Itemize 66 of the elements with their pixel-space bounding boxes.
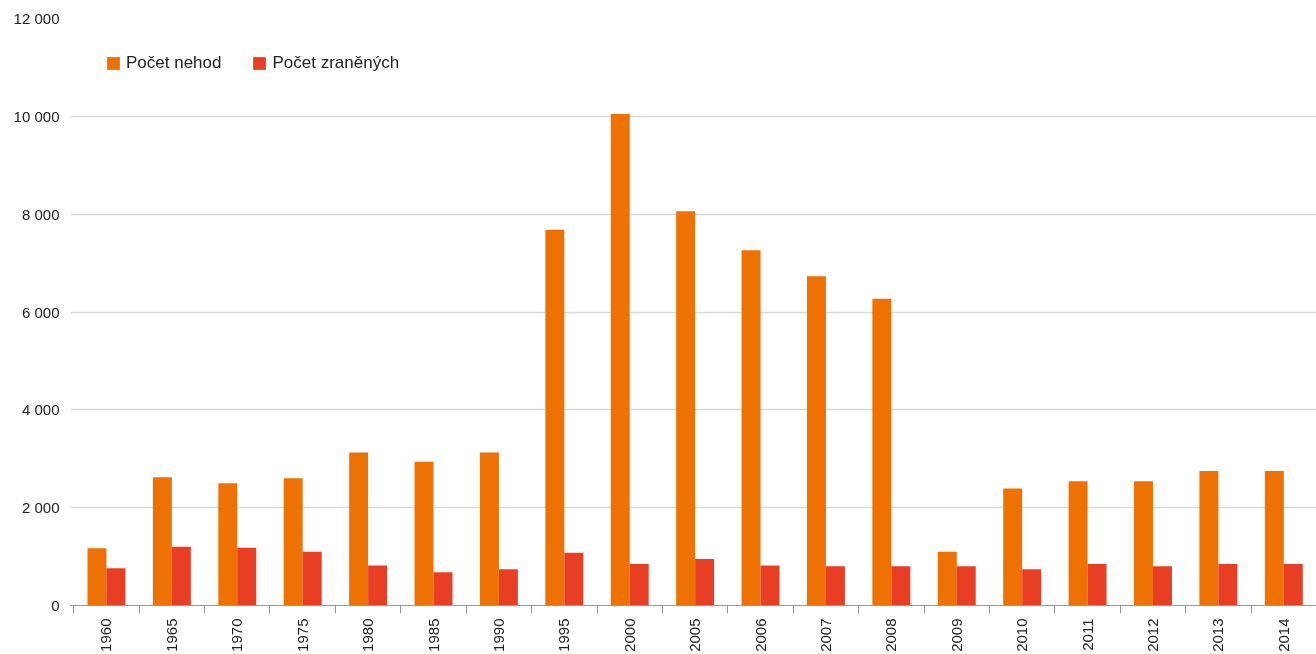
y-tick-label: 2 000 <box>21 499 60 517</box>
bar <box>479 452 499 606</box>
x-tick-label: 2013 <box>1209 618 1227 652</box>
x-tick-label: 1970 <box>228 618 246 652</box>
y-tick-label: 4 000 <box>21 401 60 419</box>
bar <box>302 551 322 606</box>
x-tick-label: 1960 <box>97 618 115 652</box>
legend-label: Počet zraněných <box>272 53 400 73</box>
legend-label: Počet nehod <box>126 53 222 73</box>
bar <box>349 452 369 606</box>
y-tick-label: 6 000 <box>21 303 60 321</box>
bar <box>171 546 191 606</box>
bar <box>825 566 845 606</box>
bar <box>87 548 107 606</box>
bar <box>760 565 780 606</box>
x-tick-label: 1980 <box>359 618 377 652</box>
x-tick-label: 2011 <box>1078 618 1096 651</box>
x-tick-label: 2007 <box>816 618 834 652</box>
bar <box>1134 481 1153 606</box>
x-tick-label: 2006 <box>751 618 769 652</box>
bar <box>937 551 957 606</box>
bar <box>741 250 761 606</box>
bar <box>806 276 826 606</box>
x-tick-label: 2010 <box>1013 618 1031 652</box>
bar <box>498 569 518 606</box>
bar <box>956 566 976 606</box>
bar <box>237 547 257 606</box>
bar <box>433 572 453 606</box>
bar <box>368 565 388 606</box>
bar <box>1283 563 1303 606</box>
bar <box>106 568 126 606</box>
bar <box>610 113 630 606</box>
bar <box>414 461 434 606</box>
y-tick-label: 8 000 <box>21 205 60 223</box>
y-tick-label: 0 <box>51 597 60 614</box>
x-tick-label: 1990 <box>489 618 507 652</box>
bar <box>629 563 649 606</box>
bar <box>1152 566 1172 606</box>
bar <box>564 552 584 606</box>
x-tick-label: 1995 <box>555 618 573 652</box>
y-tick-label: 10 000 <box>13 107 60 125</box>
x-tick-label: 2009 <box>947 618 965 652</box>
bar <box>695 559 715 606</box>
x-tick-label: 1975 <box>293 618 311 652</box>
bar <box>1003 488 1023 606</box>
bar <box>283 478 303 606</box>
bar <box>872 298 892 606</box>
bar <box>1087 563 1107 606</box>
bar <box>545 229 565 606</box>
x-tick-label: 2012 <box>1143 618 1161 652</box>
y-tick-label: 12 000 <box>13 10 60 27</box>
x-tick-label: 1985 <box>424 618 442 652</box>
bar <box>1218 563 1238 606</box>
bar <box>1199 470 1219 606</box>
bar <box>152 477 172 606</box>
x-tick-label: 2005 <box>686 618 704 652</box>
bar <box>218 483 238 606</box>
bar <box>1264 470 1284 606</box>
x-tick-label: 2000 <box>620 618 638 652</box>
bar <box>1022 569 1042 606</box>
bar <box>891 566 911 606</box>
x-tick-label: 2014 <box>1274 618 1292 652</box>
x-tick-label: 2008 <box>882 618 900 652</box>
x-tick-label: 1965 <box>162 618 180 652</box>
bar <box>676 211 696 606</box>
bar <box>1068 481 1088 606</box>
